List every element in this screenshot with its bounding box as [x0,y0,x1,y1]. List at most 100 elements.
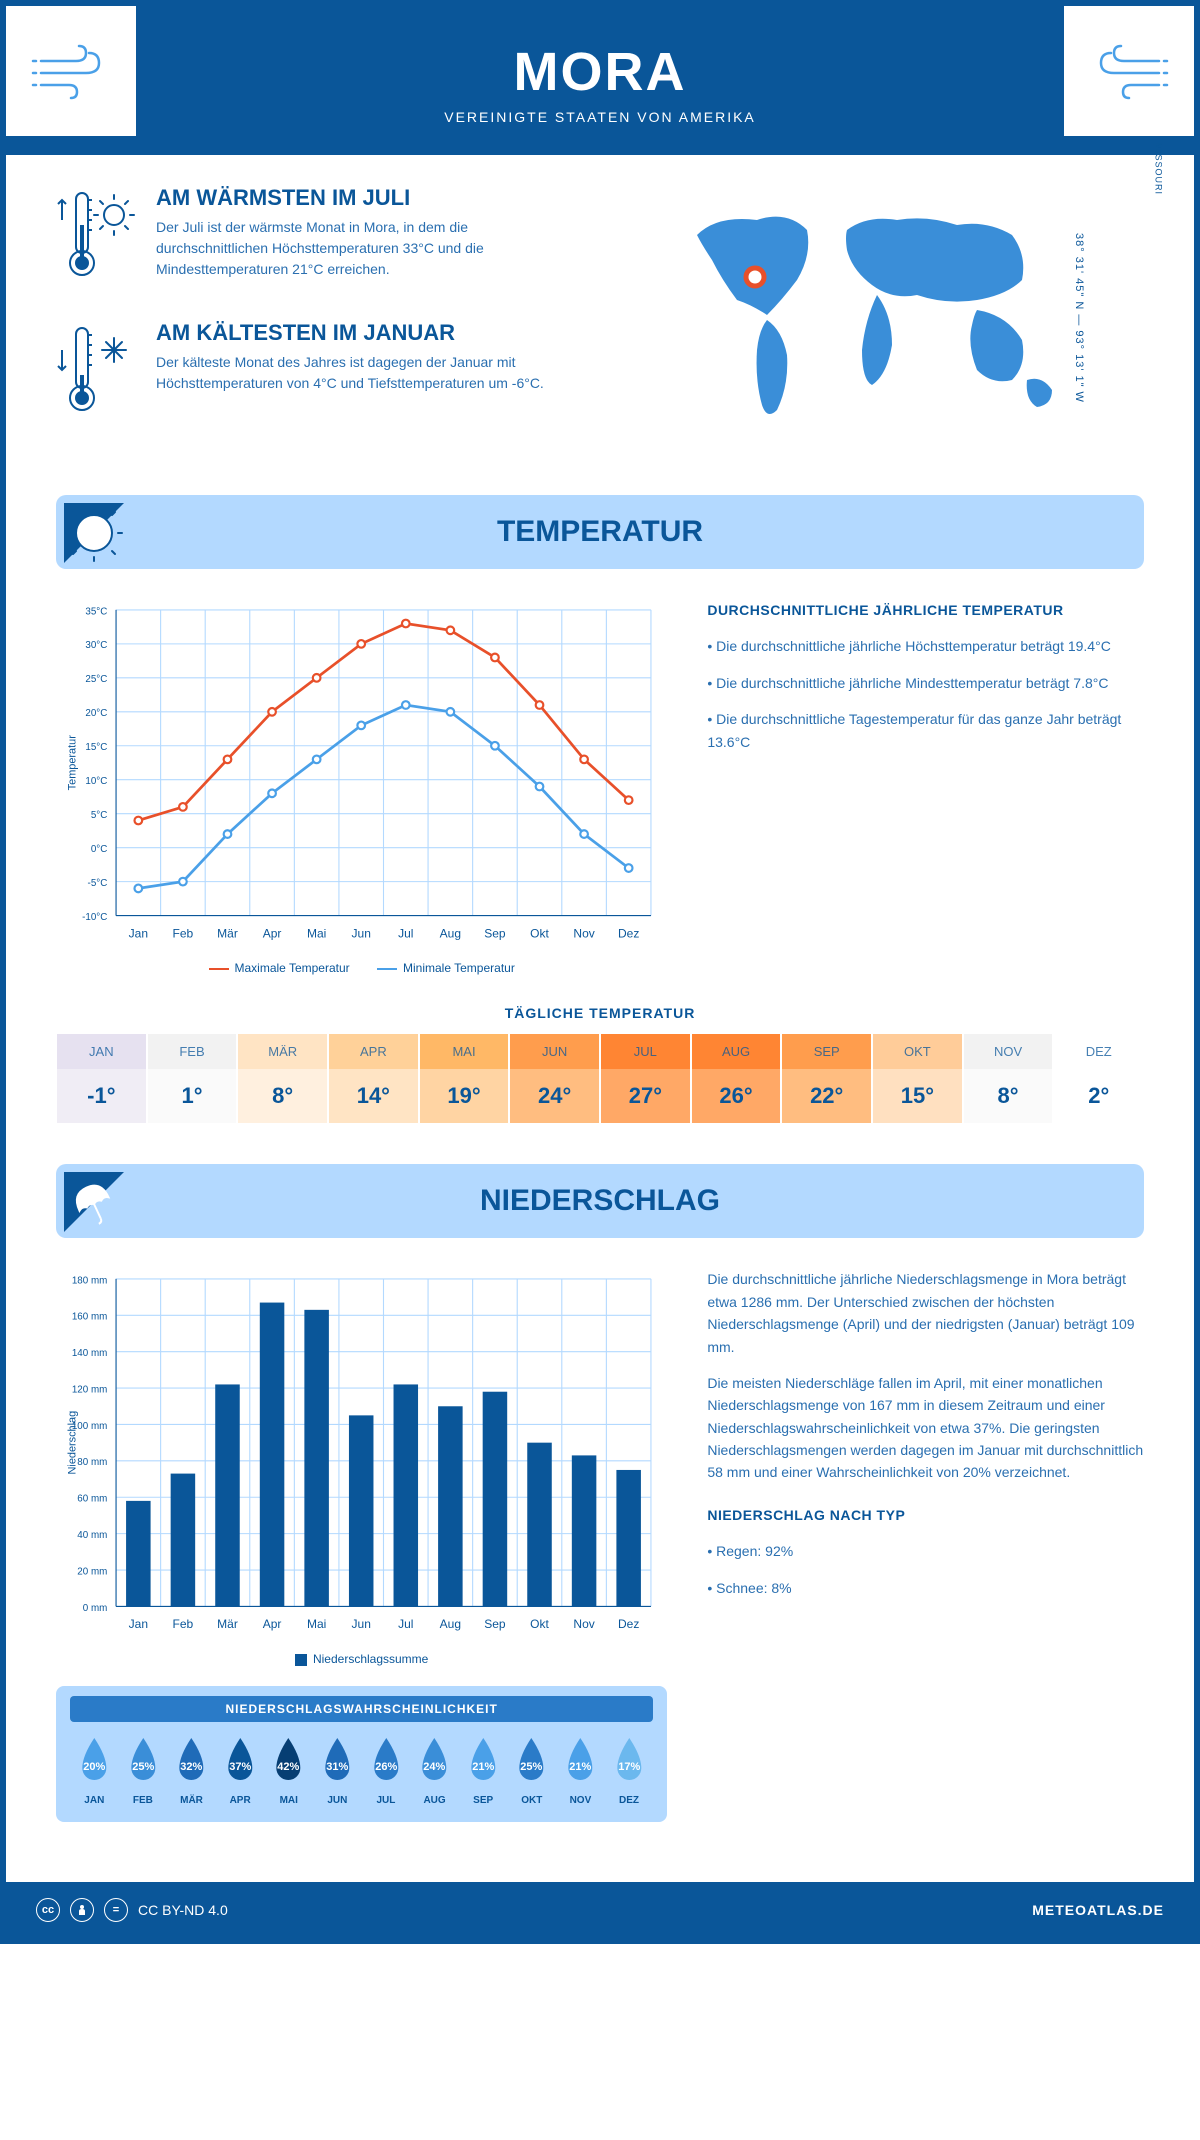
svg-text:180 mm: 180 mm [72,1276,107,1287]
daily-temp-title: TÄGLICHE TEMPERATUR [56,1005,1144,1021]
svg-text:10°C: 10°C [85,776,107,787]
precip-type-item: • Regen: 92% [707,1540,1144,1562]
svg-text:Sep: Sep [484,1618,506,1632]
svg-text:35°C: 35°C [85,606,107,617]
drop-cell: 25% FEB [119,1734,168,1806]
svg-text:Mai: Mai [307,1618,326,1632]
thermometer-snow-icon [56,320,136,425]
svg-text:25%: 25% [521,1761,543,1773]
warmest-text: Der Juli ist der wärmste Monat in Mora, … [156,217,580,280]
daily-temp-table: JAN -1° FEB 1° MÄR 8° APR 14° MAI 19° JU… [56,1033,1144,1124]
page-title: MORA [26,41,1174,103]
svg-text:Jun: Jun [352,1618,371,1632]
legend-min: Minimale Temperatur [403,961,515,975]
svg-text:160 mm: 160 mm [72,1312,107,1323]
svg-text:30°C: 30°C [85,640,107,651]
region-label: MISSOURI [1154,142,1164,195]
daily-cell: APR 14° [328,1033,419,1124]
daily-cell: OKT 15° [872,1033,963,1124]
legend-max: Maximale Temperatur [235,961,350,975]
daily-cell: AUG 26° [691,1033,782,1124]
drop-cell: 17% DEZ [605,1734,654,1806]
daily-cell: SEP 22° [781,1033,872,1124]
outer-frame: MORA VEREINIGTE STAATEN VON AMERIKA [0,0,1200,1944]
temp-bullet: • Die durchschnittliche jährliche Höchst… [707,635,1144,657]
svg-text:Temperatur: Temperatur [67,735,79,791]
coldest-block: AM KÄLTESTEN IM JANUAR Der kälteste Mona… [56,320,580,425]
precip-text-1: Die durchschnittliche jährliche Niedersc… [707,1268,1144,1358]
temp-section-header: TEMPERATUR [56,495,1144,569]
svg-text:17%: 17% [618,1761,640,1773]
temp-section-title: TEMPERATUR [497,515,703,548]
sun-icon [64,503,124,563]
precip-section-title: NIEDERSCHLAG [480,1184,720,1217]
warmest-title: AM WÄRMSTEN IM JULI [156,185,580,211]
svg-text:Nov: Nov [573,1618,594,1632]
daily-cell: MAI 19° [419,1033,510,1124]
svg-text:24%: 24% [424,1761,446,1773]
svg-text:Apr: Apr [263,926,282,940]
source-label: METEOATLAS.DE [1032,1902,1164,1918]
precip-legend: Niederschlagssumme [313,1652,428,1666]
daily-cell: JUN 24° [509,1033,600,1124]
drop-cell: 24% AUG [410,1734,459,1806]
warmest-block: AM WÄRMSTEN IM JULI Der Juli ist der wär… [56,185,580,290]
svg-text:Niederschlag: Niederschlag [67,1411,79,1475]
svg-text:Dez: Dez [618,926,639,940]
svg-text:Jul: Jul [398,926,413,940]
svg-text:20%: 20% [83,1761,105,1773]
svg-text:Mai: Mai [307,926,326,940]
temp-summary-title: DURCHSCHNITTLICHE JÄHRLICHE TEMPERATUR [707,599,1144,621]
svg-text:Mär: Mär [217,926,238,940]
precip-text-2: Die meisten Niederschläge fallen im Apri… [707,1372,1144,1484]
precip-bar-chart: 0 mm20 mm40 mm60 mm80 mm100 mm120 mm140 … [56,1268,667,1639]
svg-text:Apr: Apr [263,1618,282,1632]
drop-cell: 37% APR [216,1734,265,1806]
svg-text:-5°C: -5°C [88,878,108,889]
coordinates: 38° 31' 45" N — 93° 13' 1" W [1073,233,1085,403]
temp-bullet: • Die durchschnittliche jährliche Mindes… [707,672,1144,694]
svg-text:60 mm: 60 mm [77,1494,107,1505]
daily-cell: JAN -1° [56,1033,147,1124]
svg-text:-10°C: -10°C [82,912,107,923]
coldest-title: AM KÄLTESTEN IM JANUAR [156,320,580,346]
cc-icon: cc [36,1898,60,1922]
daily-cell: FEB 1° [147,1033,238,1124]
svg-text:Jun: Jun [352,926,371,940]
svg-text:Aug: Aug [440,926,461,940]
precip-section-header: NIEDERSCHLAG [56,1164,1144,1238]
drop-cell: 25% OKT [507,1734,556,1806]
svg-text:Nov: Nov [573,926,594,940]
precip-type-item: • Schnee: 8% [707,1577,1144,1599]
world-map: MISSOURI 38° 31' 45" N — 93° 13' 1" W [620,185,1144,450]
svg-text:20 mm: 20 mm [77,1567,107,1578]
svg-text:80 mm: 80 mm [77,1458,107,1469]
svg-text:140 mm: 140 mm [72,1348,107,1359]
svg-text:40 mm: 40 mm [77,1530,107,1541]
page-subtitle: VEREINIGTE STAATEN VON AMERIKA [26,109,1174,125]
content-area: AM WÄRMSTEN IM JULI Der Juli ist der wär… [6,155,1194,1882]
daily-cell: NOV 8° [963,1033,1054,1124]
svg-text:Feb: Feb [173,1618,194,1632]
svg-text:32%: 32% [181,1761,203,1773]
umbrella-icon [64,1172,124,1232]
drop-cell: 20% JAN [70,1734,119,1806]
precip-prob-title: NIEDERSCHLAGSWAHRSCHEINLICHKEIT [70,1696,653,1722]
drop-cell: 21% SEP [459,1734,508,1806]
svg-text:Dez: Dez [618,1618,639,1632]
svg-text:Jan: Jan [129,926,148,940]
svg-text:Jul: Jul [398,1618,413,1632]
drop-cell: 21% NOV [556,1734,605,1806]
temp-bullet: • Die durchschnittliche Tagestemperatur … [707,708,1144,753]
svg-text:Jan: Jan [129,1618,148,1632]
svg-text:37%: 37% [229,1761,251,1773]
svg-text:5°C: 5°C [91,810,107,821]
precip-probability-box: NIEDERSCHLAGSWAHRSCHEINLICHKEIT 20% JAN … [56,1686,667,1822]
header: MORA VEREINIGTE STAATEN VON AMERIKA [6,6,1194,155]
svg-text:Mär: Mär [217,1618,238,1632]
svg-text:Okt: Okt [530,1618,549,1632]
wind-icon-right [1064,6,1194,136]
temp-line-chart: -10°C-5°C0°C5°C10°C15°C20°C25°C30°C35°CJ… [56,599,667,948]
drop-cell: 26% JUL [362,1734,411,1806]
daily-cell: DEZ 2° [1053,1033,1144,1124]
